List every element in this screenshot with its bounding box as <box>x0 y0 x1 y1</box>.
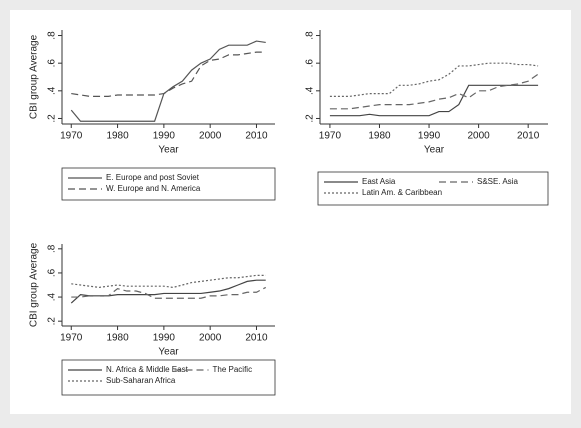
y-tick-label: .2 <box>47 114 58 123</box>
series-line <box>70 40 266 122</box>
x-tick-label: 2000 <box>467 131 490 142</box>
x-tick-label: 2010 <box>245 131 268 142</box>
legend-label: N. Africa & Middle East <box>106 365 189 374</box>
y-tick-label: .2 <box>47 317 58 326</box>
series-line <box>71 286 267 299</box>
x-axis-title: Year <box>424 145 445 156</box>
y-tick-label: .8 <box>305 31 316 40</box>
y-axis-title: CBI group Average <box>29 242 40 327</box>
graph-region <box>10 10 571 414</box>
series-line <box>329 62 539 97</box>
legend-box <box>317 171 549 206</box>
y-tick-label: .8 <box>47 244 58 253</box>
x-tick-label: 1990 <box>418 131 441 142</box>
legend-label: Latin Am. & Caribbean <box>362 188 442 197</box>
x-tick-label: 1980 <box>368 131 391 142</box>
x-axis-title: Year <box>158 145 179 156</box>
y-tick-label: .4 <box>47 292 58 301</box>
legend-label: E. Europe and post Soviet <box>106 173 200 182</box>
y-tick-label: .6 <box>47 268 58 277</box>
x-tick-label: 1980 <box>106 333 129 344</box>
x-tick-label: 1970 <box>60 333 83 344</box>
y-axis-title: CBI group Average <box>29 34 40 119</box>
legend-label: W. Europe and N. America <box>106 184 201 193</box>
legend-label: The Pacific <box>213 365 253 374</box>
series-line <box>329 73 539 110</box>
y-tick-label: .8 <box>47 31 58 40</box>
x-tick-label: 2000 <box>199 131 222 142</box>
y-tick-label: .4 <box>305 86 316 95</box>
legend-box <box>61 359 276 396</box>
series-line <box>329 84 539 117</box>
x-tick-label: 2000 <box>199 333 222 344</box>
legend-label: East Asia <box>362 177 396 186</box>
x-tick-label: 1990 <box>153 333 176 344</box>
legend-box <box>61 167 276 201</box>
x-axis-title: Year <box>158 347 179 358</box>
legend-label: S&SE. Asia <box>477 177 518 186</box>
x-tick-label: 2010 <box>517 131 540 142</box>
y-tick-label: .2 <box>305 114 316 123</box>
y-tick-label: .4 <box>47 86 58 95</box>
series-line <box>71 274 266 289</box>
series-line <box>71 51 266 97</box>
y-tick-label: .6 <box>47 59 58 68</box>
legend-label: Sub-Saharan Africa <box>106 376 176 385</box>
x-tick-label: 1970 <box>319 131 342 142</box>
x-tick-label: 2010 <box>245 333 268 344</box>
x-tick-label: 1980 <box>106 131 129 142</box>
y-tick-label: .6 <box>305 59 316 68</box>
series-line <box>70 279 266 304</box>
x-tick-label: 1970 <box>60 131 83 142</box>
x-tick-label: 1990 <box>153 131 176 142</box>
